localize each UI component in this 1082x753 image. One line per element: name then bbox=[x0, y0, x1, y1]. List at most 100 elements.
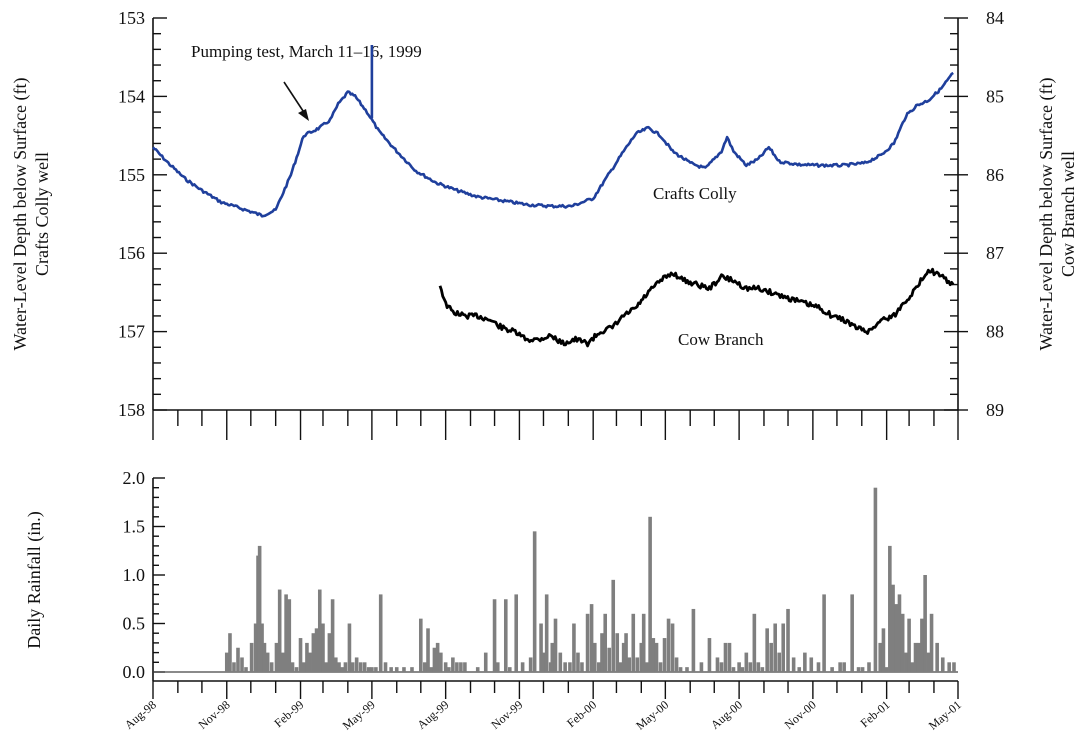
rain-bar bbox=[797, 667, 802, 672]
rain-bar bbox=[888, 545, 892, 672]
bottom-x-ticks bbox=[152, 681, 959, 699]
x-date-label: May-99 bbox=[340, 698, 378, 733]
rain-y-tick-label: 1.0 bbox=[123, 565, 146, 585]
rain-bar bbox=[374, 667, 378, 672]
water-level-panel: 153 154 155 156 157 158 84 85 86 87 88 89 Water-Le… bbox=[10, 8, 1078, 440]
x-date-label: Aug-98 bbox=[122, 698, 159, 732]
rain-bar bbox=[236, 647, 240, 672]
rain-bar bbox=[884, 667, 889, 672]
left-y-label-line1: Water-Level Depth below Surface (ft) bbox=[10, 77, 31, 350]
left-y-label-line2: Crafts Colly well bbox=[32, 152, 52, 276]
rain-bar bbox=[894, 604, 899, 672]
rain-bar bbox=[816, 662, 821, 672]
x-date-label: May-00 bbox=[633, 698, 671, 733]
rain-bar bbox=[752, 613, 757, 672]
rain-bar bbox=[878, 642, 883, 672]
rain-bar bbox=[838, 662, 842, 672]
rain-bar bbox=[423, 662, 427, 672]
rain-bar bbox=[585, 613, 590, 672]
rain-bar bbox=[394, 667, 399, 672]
rain-bar bbox=[269, 662, 274, 672]
left-y-ticks: 153 154 155 156 157 158 bbox=[118, 8, 167, 420]
rain-bar bbox=[550, 642, 555, 672]
right-y-ticks: 84 85 86 87 88 89 bbox=[944, 8, 1004, 420]
cow-branch-label: Cow Branch bbox=[678, 330, 764, 349]
rain-bar bbox=[347, 623, 352, 672]
rain-bar bbox=[940, 657, 945, 672]
line-series-group bbox=[152, 71, 955, 348]
rain-bar bbox=[707, 638, 712, 672]
rain-bar bbox=[765, 628, 769, 672]
rain-bar bbox=[727, 642, 732, 672]
right-y-label-line1: Water-Level Depth below Surface (ft) bbox=[1036, 77, 1057, 350]
rain-bar bbox=[301, 662, 306, 672]
rain-bar bbox=[426, 628, 430, 672]
rain-bar bbox=[224, 652, 229, 672]
rain-bar bbox=[873, 487, 878, 672]
rain-bar bbox=[277, 589, 282, 672]
rain-y-ticks: 0.0 0.5 1.0 1.5 2.0 bbox=[123, 468, 165, 682]
rain-bar bbox=[809, 657, 814, 672]
pumping-test-annotation: Pumping test, March 11–16, 1999 bbox=[191, 42, 422, 61]
left-y-tick-label: 154 bbox=[118, 86, 145, 106]
cow-branch-label-bg bbox=[650, 323, 785, 355]
rain-bar bbox=[314, 628, 319, 672]
crafts-colly-label-bg bbox=[643, 176, 773, 208]
rain-y-tick-label: 2.0 bbox=[123, 468, 146, 488]
cow-branch-line bbox=[438, 267, 955, 348]
rain-bar bbox=[773, 623, 777, 672]
x-date-label: Nov-00 bbox=[782, 698, 819, 732]
rain-bar bbox=[358, 662, 363, 672]
right-y-tick-label: 85 bbox=[986, 86, 1004, 106]
rain-bar bbox=[429, 667, 434, 672]
rain-bar bbox=[596, 662, 601, 672]
rain-bar bbox=[648, 516, 652, 672]
rain-bar bbox=[803, 652, 807, 672]
rain-bar bbox=[904, 652, 908, 672]
rain-bar bbox=[618, 662, 623, 672]
rain-bar bbox=[929, 613, 934, 672]
rain-bar bbox=[528, 657, 533, 672]
rain-bar bbox=[443, 662, 448, 672]
rain-bar bbox=[737, 662, 741, 672]
rain-bar bbox=[923, 575, 927, 672]
rain-bar bbox=[731, 667, 736, 672]
x-date-label: Feb-99 bbox=[271, 698, 306, 731]
rain-bar bbox=[856, 667, 861, 672]
rain-bar bbox=[418, 618, 423, 672]
rain-bar bbox=[781, 623, 786, 672]
rain-bar bbox=[459, 662, 463, 672]
rain-bar bbox=[370, 667, 374, 672]
rain-bar bbox=[641, 613, 646, 672]
right-y-tick-label: 86 bbox=[986, 165, 1004, 185]
left-y-tick-label: 153 bbox=[118, 8, 145, 28]
rain-bar bbox=[327, 633, 332, 672]
right-y-tick-label: 87 bbox=[986, 243, 1004, 263]
rain-bar bbox=[249, 642, 254, 672]
rain-bar bbox=[580, 662, 584, 672]
rain-bar bbox=[920, 618, 924, 672]
rain-bar bbox=[507, 667, 512, 672]
rain-bar bbox=[541, 652, 546, 672]
rain-bar bbox=[600, 633, 604, 672]
rain-bar bbox=[881, 628, 886, 672]
rain-bar bbox=[947, 662, 951, 672]
rain-bar bbox=[907, 618, 911, 672]
rain-bar bbox=[639, 642, 644, 672]
rain-bar bbox=[777, 652, 782, 672]
rain-bar bbox=[631, 613, 636, 672]
rain-bar bbox=[691, 608, 696, 672]
rain-bar bbox=[455, 662, 459, 672]
x-date-label: Nov-98 bbox=[196, 698, 233, 732]
rain-bar bbox=[378, 594, 383, 672]
left-y-tick-label: 158 bbox=[118, 400, 145, 420]
rain-bar bbox=[330, 599, 335, 672]
x-date-label: Nov-99 bbox=[488, 698, 525, 732]
rain-bar bbox=[483, 652, 488, 672]
rain-bar bbox=[402, 667, 406, 672]
rain-bar bbox=[748, 662, 753, 672]
rain-bar bbox=[822, 594, 826, 672]
rain-bar bbox=[563, 662, 567, 672]
rain-bar bbox=[324, 662, 328, 672]
rain-bar bbox=[603, 613, 608, 672]
